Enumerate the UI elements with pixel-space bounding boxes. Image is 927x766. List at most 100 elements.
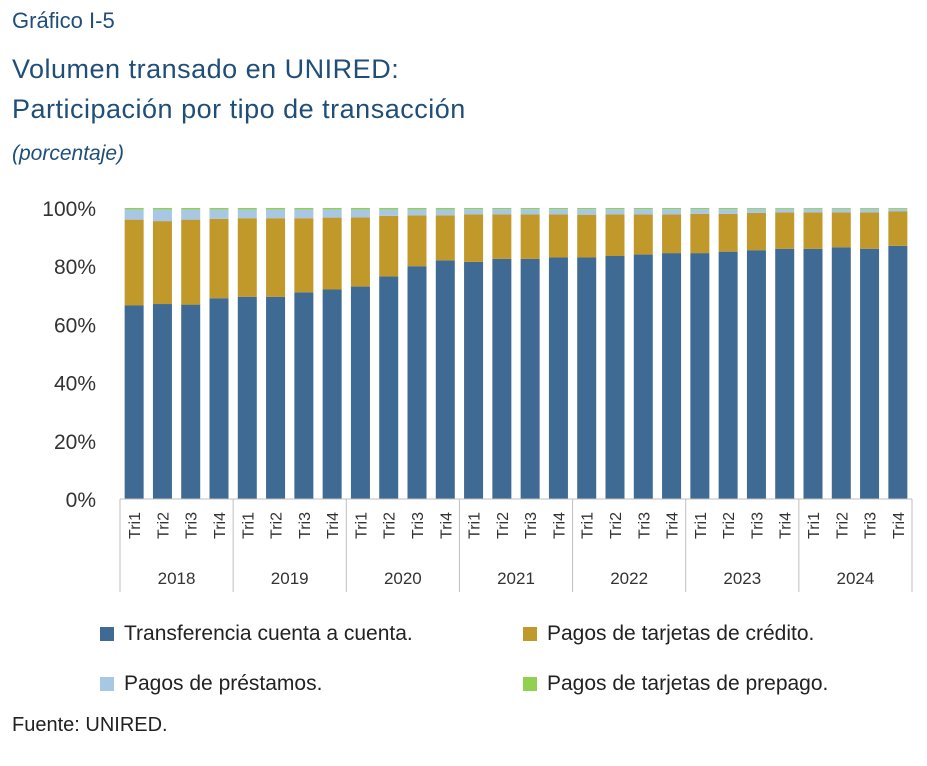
bar-segment-series-2-0 bbox=[124, 209, 144, 220]
x-tick-label: Tri1 bbox=[806, 512, 823, 539]
bar-segment-series-2-21 bbox=[718, 209, 738, 214]
bar-segment-series-1-7 bbox=[322, 217, 342, 290]
bar-segment-series-2-25 bbox=[831, 208, 851, 213]
bar-segment-series-1-13 bbox=[492, 214, 512, 259]
bar-segment-series-1-18 bbox=[633, 214, 653, 255]
chart-title-line2: Participación por tipo de transacción bbox=[12, 94, 466, 124]
stacked-bar-chart: 0%20%40%60%80%100% Tri1 Tri2 Tri3 Tri4 Tri1 T… bbox=[42, 198, 913, 592]
legend-label: Pagos de tarjetas de crédito. bbox=[547, 622, 815, 645]
bar-segment-series-0-1 bbox=[152, 304, 172, 499]
legend-item-prestamos: Pagos de préstamos. bbox=[100, 672, 322, 696]
bar-segment-series-1-26 bbox=[860, 212, 880, 249]
bar-segment-series-1-1 bbox=[152, 221, 172, 305]
bar-segment-series-2-27 bbox=[888, 208, 908, 212]
bar-segment-series-0-14 bbox=[520, 258, 540, 499]
x-tick-label: Tri3 bbox=[863, 512, 880, 539]
bar-segment-series-2-23 bbox=[775, 208, 795, 213]
legend-item-tarjetas-credito: Pagos de tarjetas de crédito. bbox=[523, 622, 814, 646]
bar-segment-series-1-16 bbox=[577, 214, 597, 258]
bar-segment-series-2-11 bbox=[435, 209, 455, 216]
x-tick-label: Tri3 bbox=[749, 512, 766, 539]
bar-segment-series-0-3 bbox=[209, 298, 229, 499]
bar-segment-series-3-19 bbox=[662, 208, 682, 210]
bar-segment-series-2-3 bbox=[209, 209, 229, 219]
y-tick-label: 20% bbox=[54, 431, 96, 454]
x-tick-label: Tri2 bbox=[269, 512, 286, 539]
x-group-label: 2024 bbox=[837, 569, 875, 588]
legend-label: Transferencia cuenta a cuenta. bbox=[124, 622, 413, 645]
bar-segment-series-3-16 bbox=[577, 208, 597, 210]
bar-segment-series-2-7 bbox=[322, 209, 342, 218]
bar-segment-series-2-1 bbox=[152, 209, 172, 222]
bar-segment-series-0-9 bbox=[379, 276, 399, 499]
bar-segment-series-0-11 bbox=[435, 260, 455, 499]
bar-segment-series-1-0 bbox=[124, 219, 144, 306]
bar-segment-series-0-25 bbox=[831, 247, 851, 499]
bar-segment-series-1-4 bbox=[237, 218, 257, 297]
x-tick-label: Tri1 bbox=[240, 512, 257, 539]
legend-swatch bbox=[100, 677, 114, 691]
bar-segment-series-1-2 bbox=[181, 219, 201, 305]
x-tick-label: Tri1 bbox=[580, 512, 597, 539]
bar-segment-series-2-14 bbox=[520, 209, 540, 215]
x-tick-label: Tri4 bbox=[438, 512, 455, 539]
bar-segment-series-3-26 bbox=[860, 208, 880, 209]
x-group-label: 2019 bbox=[271, 569, 309, 588]
y-tick-label: 40% bbox=[54, 373, 96, 396]
x-tick-label: Tri4 bbox=[665, 512, 682, 539]
bar-segment-series-3-22 bbox=[746, 208, 766, 209]
bar-segment-series-2-15 bbox=[548, 209, 568, 215]
x-group-label: 2021 bbox=[497, 569, 535, 588]
legend-swatch bbox=[523, 677, 537, 691]
bar-segment-series-0-0 bbox=[124, 305, 144, 499]
x-tick-label: Tri1 bbox=[467, 512, 484, 539]
x-tick-label: Tri2 bbox=[608, 512, 625, 539]
bar-segment-series-3-4 bbox=[237, 208, 257, 210]
x-tick-label: Tri3 bbox=[297, 512, 314, 539]
x-tick-label: Tri3 bbox=[410, 512, 427, 539]
bar-segment-series-3-23 bbox=[775, 208, 795, 209]
bar-segment-series-0-18 bbox=[633, 254, 653, 499]
bar-segment-series-1-10 bbox=[407, 215, 427, 267]
bar-segment-series-1-12 bbox=[464, 214, 484, 262]
bar-segment-series-0-12 bbox=[464, 261, 484, 499]
figure-label: Gráfico I-5 bbox=[12, 8, 115, 33]
bar-segment-series-1-25 bbox=[831, 212, 851, 248]
x-tick-label: Tri4 bbox=[778, 512, 795, 539]
x-tick-label: Tri2 bbox=[155, 512, 172, 539]
x-tick-label: Tri1 bbox=[353, 512, 370, 539]
bar-segment-series-2-18 bbox=[633, 209, 653, 215]
bar-segment-series-0-6 bbox=[294, 292, 314, 499]
x-axis: Tri1 Tri2 Tri3 Tri4 Tri1 Tri2 Tri3 Tri4 Tri1 Tri2… bbox=[119, 498, 913, 592]
bar-segment-series-0-17 bbox=[605, 256, 625, 499]
x-tick-label: Tri1 bbox=[693, 512, 710, 539]
bar-segment-series-3-14 bbox=[520, 208, 540, 210]
bar-segment-series-2-26 bbox=[860, 208, 880, 213]
bar-segment-series-1-6 bbox=[294, 218, 314, 293]
legend-swatch bbox=[523, 627, 537, 641]
bar-segment-series-3-7 bbox=[322, 208, 342, 210]
bar-segment-series-1-27 bbox=[888, 211, 908, 246]
x-tick-label: Tri2 bbox=[495, 512, 512, 539]
bar-segment-series-2-24 bbox=[803, 208, 823, 213]
x-tick-label: Tri4 bbox=[212, 512, 229, 539]
bar-segment-series-1-24 bbox=[803, 212, 823, 249]
bar-segment-series-1-17 bbox=[605, 214, 625, 257]
bar-segment-series-2-19 bbox=[662, 209, 682, 215]
bar-segment-series-0-26 bbox=[860, 248, 880, 499]
bar-segment-series-2-4 bbox=[237, 209, 257, 219]
bar-segment-series-2-20 bbox=[690, 209, 710, 214]
bar-segment-series-0-8 bbox=[350, 286, 370, 499]
x-group-label: 2020 bbox=[384, 569, 422, 588]
bar-segment-series-3-9 bbox=[379, 208, 399, 210]
bar-segment-series-2-6 bbox=[294, 209, 314, 219]
y-tick-label: 60% bbox=[54, 314, 96, 337]
bar-segment-series-3-2 bbox=[181, 208, 201, 210]
bar-segment-series-0-21 bbox=[718, 251, 738, 499]
bar-segment-series-1-14 bbox=[520, 214, 540, 259]
bar-segment-series-0-13 bbox=[492, 258, 512, 499]
bar-segment-series-3-1 bbox=[152, 208, 172, 210]
legend-label: Pagos de préstamos. bbox=[124, 672, 323, 695]
bar-segment-series-0-27 bbox=[888, 245, 908, 499]
bar-segment-series-0-23 bbox=[775, 248, 795, 499]
